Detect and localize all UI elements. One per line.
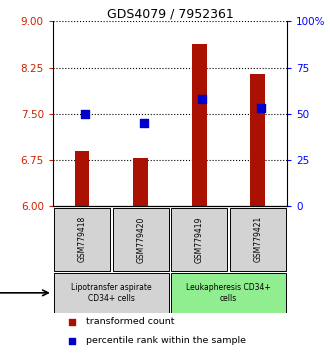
Text: GSM779419: GSM779419 [195,216,204,263]
FancyBboxPatch shape [230,208,286,271]
Point [141,120,146,126]
Text: Lipotransfer aspirate
CD34+ cells: Lipotransfer aspirate CD34+ cells [71,283,152,303]
Bar [75,151,89,206]
Point [69,338,74,344]
Text: percentile rank within the sample: percentile rank within the sample [85,336,246,346]
FancyBboxPatch shape [54,273,169,313]
Bar [192,44,207,206]
FancyBboxPatch shape [54,208,110,271]
Point [82,111,88,117]
FancyBboxPatch shape [171,273,286,313]
Bar [133,158,148,206]
Title: GDS4079 / 7952361: GDS4079 / 7952361 [107,7,233,20]
Text: GSM779421: GSM779421 [253,216,262,262]
Text: transformed count: transformed count [85,317,174,326]
Bar [250,74,265,206]
Text: GSM779418: GSM779418 [78,216,86,262]
Point [258,105,263,111]
Text: GSM779420: GSM779420 [136,216,145,263]
FancyBboxPatch shape [171,208,227,271]
Text: Leukapheresis CD34+
cells: Leukapheresis CD34+ cells [186,283,271,303]
Point [69,319,74,324]
Point [200,96,205,102]
FancyBboxPatch shape [113,208,169,271]
